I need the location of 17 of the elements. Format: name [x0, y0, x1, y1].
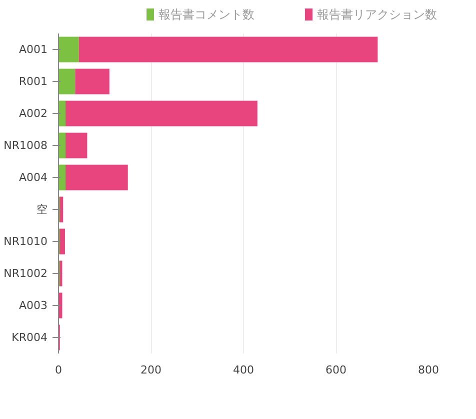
legend-label: 報告書リアクション数 — [317, 8, 438, 22]
y-tick-label: A004 — [18, 171, 48, 184]
x-tick-label: 800 — [418, 364, 439, 376]
legend-label: 報告書コメント数 — [158, 8, 255, 22]
y-tick-label: R001 — [18, 75, 48, 88]
x-tick-label: 400 — [233, 364, 254, 376]
x-tick-label: 200 — [140, 364, 162, 376]
y-tick-label: NR1010 — [4, 235, 48, 248]
y-tick-label: A003 — [18, 299, 48, 312]
y-tick-label: 空 — [36, 203, 48, 216]
y-tick-label: A001 — [18, 43, 48, 56]
y-tick-label: A002 — [18, 107, 48, 120]
y-tick-label: NR1002 — [4, 267, 48, 280]
y-tick-label: NR1008 — [4, 139, 48, 152]
y-tick-label: KR004 — [12, 331, 48, 344]
x-tick-label: 0 — [55, 364, 62, 376]
x-tick-label: 600 — [326, 364, 346, 376]
